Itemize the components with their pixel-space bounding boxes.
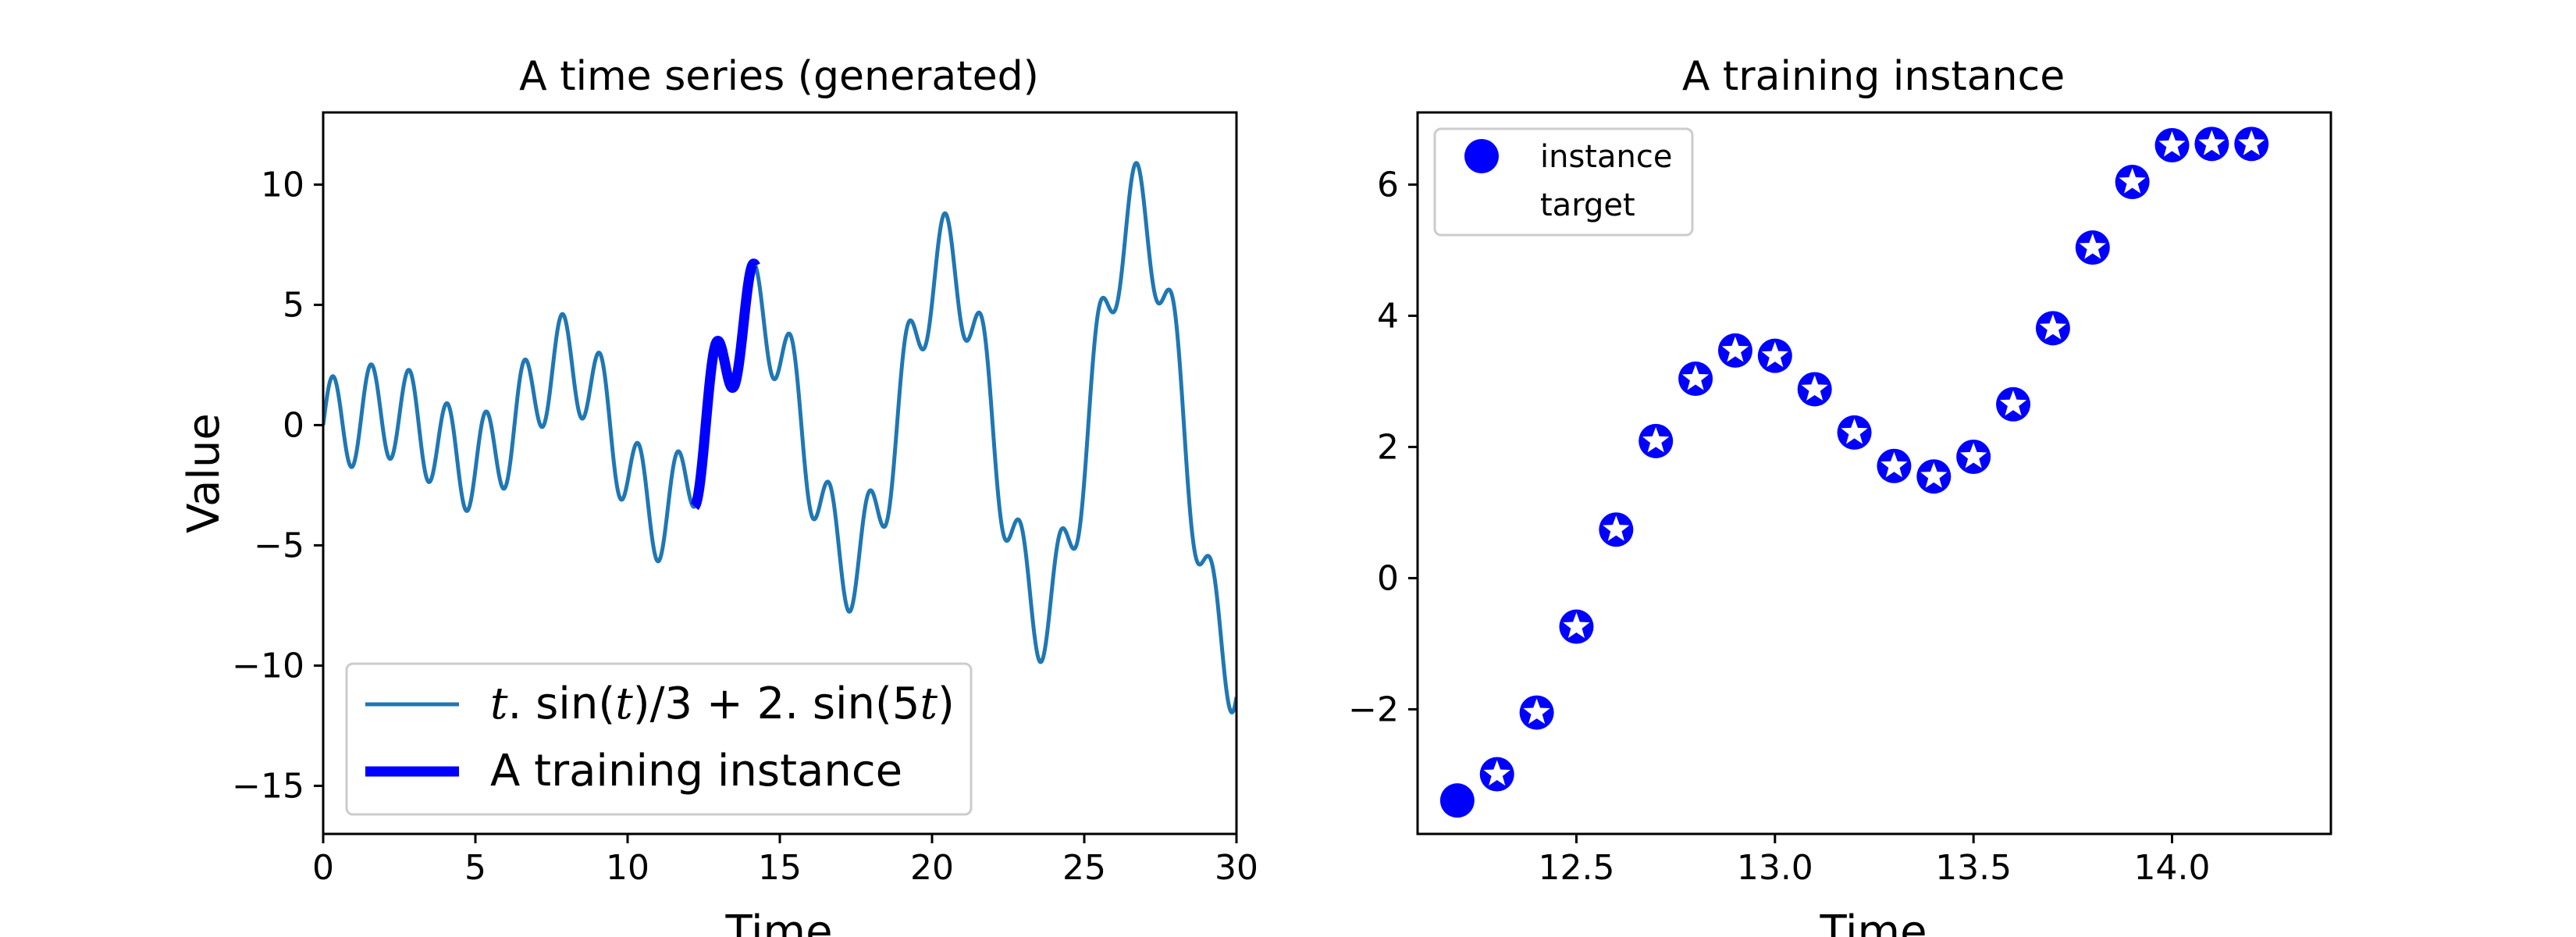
target-point [1801, 375, 1828, 401]
target-point [1920, 462, 1948, 488]
x-tick-label: 12.5 [1538, 848, 1614, 888]
target-point [1563, 612, 1590, 639]
target-point [1960, 443, 1987, 468]
x-axis-ticks: 12.5 13.0 13.5 14.0 [1538, 834, 2211, 888]
x-tick-label: 13.0 [1737, 848, 1813, 888]
plot-frame [322, 111, 1238, 835]
y-axis-label: Value [179, 413, 229, 533]
legend: instance target [1433, 127, 1694, 237]
legend-label-instance: instance [1540, 139, 1672, 175]
series-line-training-instance [689, 258, 760, 511]
y-tick-label: 4 [1377, 296, 1399, 336]
target-point [1880, 451, 1908, 478]
y-tick-label: −2 [1348, 689, 1399, 729]
target-point [1642, 426, 1670, 453]
x-axis-label: Time [1819, 907, 1927, 937]
plot-frame [1416, 111, 2332, 835]
series-line-time-series [323, 161, 1236, 714]
target-point [1721, 336, 1749, 362]
x-tick-label: 14.0 [2134, 848, 2211, 888]
legend-frame [345, 662, 973, 816]
y-axis-ticks: −2 0 2 4 6 [1348, 165, 1418, 729]
target-point [2238, 130, 2265, 155]
x-tick-label: 20 [910, 848, 954, 888]
chart-title: A time series (generated) [519, 53, 1039, 100]
y-tick-label: −15 [232, 766, 304, 806]
x-tick-label: 15 [758, 848, 802, 888]
instance-point [1439, 783, 1475, 818]
target-point [2039, 314, 2067, 340]
y-tick-label: 5 [283, 285, 304, 325]
y-tick-label: −5 [254, 526, 304, 565]
legend-marker-target [1466, 189, 1497, 218]
target-point [1603, 515, 1630, 541]
y-tick-label: 2 [1377, 427, 1399, 467]
target-point [2198, 130, 2226, 155]
y-tick-label: 0 [283, 405, 304, 445]
legend-label-training-instance: A training instance [490, 746, 902, 796]
x-axis-ticks: 0 5 10 15 20 25 30 [312, 834, 1258, 888]
target-point [1523, 698, 1550, 725]
x-tick-label: 10 [606, 848, 649, 888]
chart-title: A training instance [1682, 53, 2065, 100]
legend-frame [1433, 127, 1694, 237]
x-tick-label: 30 [1215, 848, 1258, 888]
target-point [2158, 131, 2186, 157]
target-point [1999, 390, 2027, 416]
x-tick-label: 25 [1062, 848, 1106, 888]
scatter-points [1439, 126, 2269, 818]
legend: t. sin(t)/3 + 2. sin(5t) A training inst… [345, 662, 973, 816]
x-tick-label: 5 [464, 848, 486, 888]
target-point [1761, 341, 1788, 368]
y-axis-ticks: −15 −10 −5 0 5 10 [232, 165, 323, 806]
target-point [1681, 365, 1710, 390]
y-tick-label: −10 [232, 646, 304, 686]
target-point [1841, 418, 1868, 444]
legend-marker-instance [1464, 139, 1499, 173]
x-tick-label: 13.5 [1935, 848, 2012, 888]
target-point [1483, 760, 1510, 786]
time-series-chart: A time series (generated) 0 5 10 15 20 25 30 −… [179, 53, 1258, 937]
legend-label-time-series: t. sin(t)/3 + 2. sin(5t) [490, 679, 955, 729]
target-point [2119, 168, 2146, 194]
x-axis-label: Time [724, 907, 832, 937]
y-tick-label: 0 [1377, 558, 1399, 598]
target-point [2079, 233, 2106, 259]
legend-label-target: target [1540, 187, 1635, 223]
y-tick-label: 6 [1377, 165, 1399, 205]
y-tick-label: 10 [261, 165, 304, 205]
training-instance-chart: A training instance 12.5 13.0 13.5 14.0 −2 0… [1348, 53, 2332, 937]
x-tick-label: 0 [312, 848, 334, 888]
